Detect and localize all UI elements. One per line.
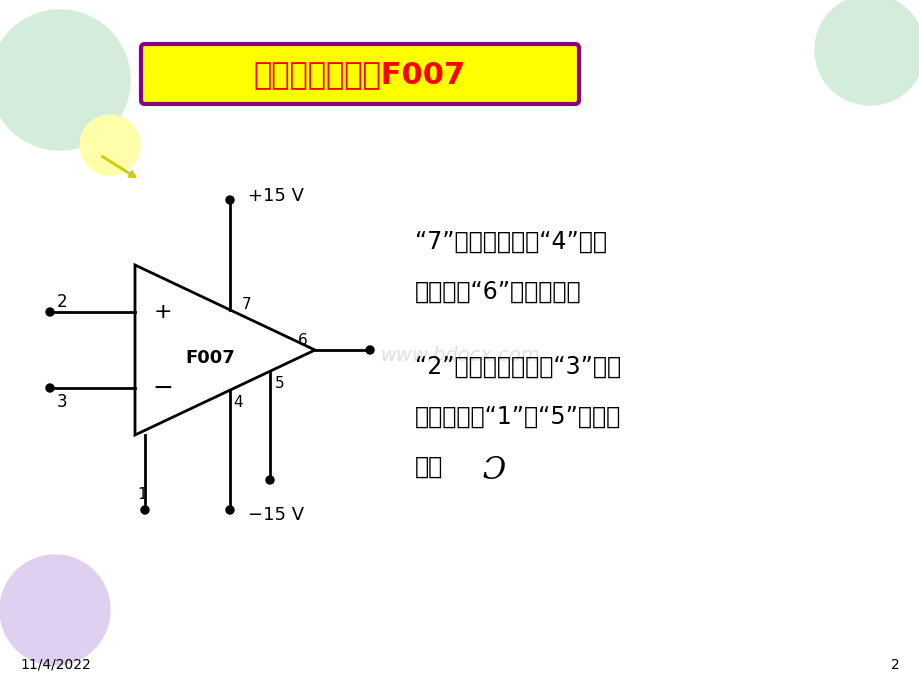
Text: 6: 6	[298, 333, 308, 348]
Text: www.bdocx.com: www.bdocx.com	[380, 346, 539, 364]
Text: 电源端，“6”为输出端，: 电源端，“6”为输出端，	[414, 280, 581, 304]
Text: 1: 1	[137, 486, 147, 502]
Text: “7”为正电源端，“4”为负: “7”为正电源端，“4”为负	[414, 230, 607, 254]
Circle shape	[46, 384, 54, 392]
Text: 2: 2	[891, 658, 899, 672]
Circle shape	[814, 0, 919, 105]
FancyBboxPatch shape	[141, 44, 578, 104]
Text: −15 V: −15 V	[248, 506, 304, 524]
Circle shape	[0, 555, 110, 665]
Text: Ɔ: Ɔ	[482, 455, 505, 486]
Text: 相输入端，“1”和“5”为调零: 相输入端，“1”和“5”为调零	[414, 405, 620, 429]
Circle shape	[0, 10, 130, 150]
Text: 7: 7	[242, 297, 252, 313]
Text: 4: 4	[233, 395, 243, 410]
Circle shape	[266, 476, 274, 484]
Text: 11/4/2022: 11/4/2022	[20, 658, 91, 672]
Text: F007: F007	[185, 349, 234, 367]
Text: −: −	[153, 376, 174, 400]
Text: 2: 2	[57, 293, 67, 311]
Circle shape	[366, 346, 374, 354]
Text: 3: 3	[57, 393, 67, 411]
Circle shape	[226, 506, 233, 514]
Text: 端。: 端。	[414, 455, 443, 479]
Circle shape	[141, 506, 149, 514]
Text: 5: 5	[275, 376, 284, 391]
Circle shape	[80, 115, 140, 175]
Text: “2”为反相输入端，“3”为同: “2”为反相输入端，“3”为同	[414, 355, 620, 379]
Circle shape	[46, 308, 54, 316]
Text: 双极型集成运放F007: 双极型集成运放F007	[254, 61, 466, 90]
Circle shape	[226, 196, 233, 204]
Text: +: +	[153, 302, 172, 322]
Text: +15 V: +15 V	[248, 187, 303, 205]
